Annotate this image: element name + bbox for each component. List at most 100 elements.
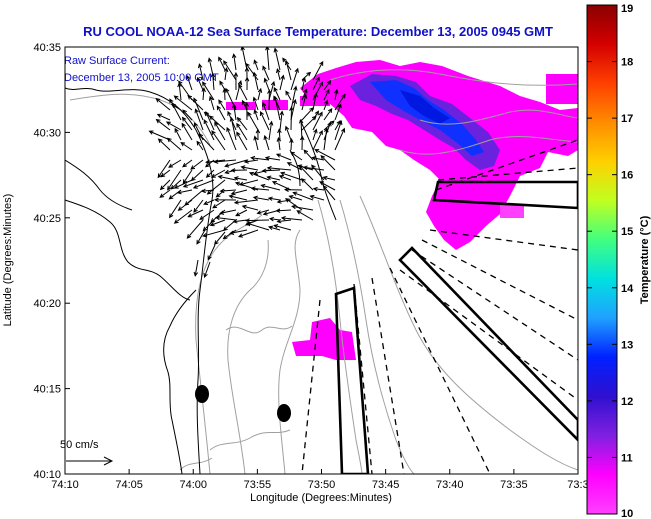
current-vector: [167, 169, 182, 191]
current-vector: [273, 95, 281, 121]
current-vector: [190, 169, 204, 182]
y-tick-label: 40:35: [33, 42, 61, 54]
current-vector: [206, 179, 226, 195]
current-vector: [169, 98, 182, 121]
current-vector: [169, 199, 182, 219]
current-vector: [166, 137, 182, 151]
y-axis-ticks: 40:35 40:30 40:25 40:20 40:15 40:10: [33, 42, 70, 481]
current-vector: [205, 110, 215, 131]
colorbar-tick-label: 19: [621, 3, 633, 15]
current-vector: [277, 128, 282, 141]
current-vector: [246, 222, 270, 231]
current-vector: [280, 215, 303, 221]
current-vector: [222, 229, 237, 240]
current-vector: [244, 218, 270, 223]
colorbar-tick-label: 13: [621, 339, 633, 351]
current-vector: [290, 67, 299, 91]
current-vector: [173, 95, 193, 111]
current-vector: [210, 72, 216, 91]
current-vector: [173, 179, 193, 189]
current-vector: [323, 127, 329, 151]
current-label-line2: December 13, 2005 10:00 GMT: [64, 72, 219, 84]
current-vector: [312, 186, 325, 192]
colorbar-label: Temperature (°C): [639, 215, 651, 304]
current-vector: [181, 116, 193, 131]
scale-arrow-icon: [66, 456, 114, 466]
x-tick-label: 74:10: [51, 479, 79, 491]
current-vector: [259, 110, 270, 131]
sst-cool-patches: [350, 74, 500, 170]
current-vector: [214, 121, 226, 141]
current-vector: [203, 199, 215, 206]
current-vector: [208, 115, 226, 131]
colorbar-tick-label: 17: [621, 113, 633, 125]
x-axis-label: Longitude (Degrees:Minutes): [250, 492, 392, 504]
current-vector: [214, 231, 226, 246]
current-vector: [245, 62, 259, 81]
current-vector: [267, 88, 272, 111]
current-vector: [224, 159, 248, 168]
colorbar-tick-label: 12: [621, 396, 633, 408]
current-vector: [301, 93, 308, 111]
current-vector: [205, 169, 215, 178]
current-vector: [250, 155, 270, 161]
current-vector: [292, 191, 314, 201]
current-vector: [230, 189, 248, 196]
y-tick-label: 40:15: [33, 384, 61, 396]
current-vector: [211, 130, 226, 151]
current-vector: [241, 99, 248, 111]
current-vector: [160, 169, 171, 178]
current-vector: [257, 87, 263, 101]
colorbar-fill: [586, 4, 618, 515]
x-tick-label: 73:3: [567, 479, 588, 491]
current-vector: [334, 93, 346, 111]
current-vector: [240, 165, 259, 171]
station-marker-east: [277, 404, 291, 422]
current-vector: [265, 47, 270, 71]
y-tick-label: 40:10: [33, 469, 61, 481]
current-vector: [157, 159, 171, 179]
current-vector: [193, 259, 199, 277]
current-vector: [203, 261, 211, 279]
current-vector: [210, 169, 226, 178]
current-vector: [312, 81, 323, 101]
current-vector: [216, 105, 226, 121]
current-vector: [196, 229, 206, 245]
x-tick-label: 73:50: [308, 479, 336, 491]
current-vector: [156, 113, 171, 121]
current-vector: [233, 71, 239, 91]
scale-label: 50 cm/s: [60, 439, 99, 451]
current-vector: [148, 130, 171, 141]
current-vector: [322, 175, 336, 181]
current-vector: [228, 194, 248, 201]
current-vector: [267, 196, 281, 201]
current-vector: [284, 198, 303, 211]
current-vector: [273, 47, 281, 71]
current-vector: [196, 140, 204, 151]
current-vector: [190, 159, 204, 170]
current-vector: [284, 60, 292, 81]
current-vector: [198, 133, 215, 151]
current-vector: [181, 122, 193, 141]
current-vector: [201, 87, 206, 101]
current-vector: [312, 92, 318, 111]
colorbar-tick-label: 11: [621, 452, 633, 464]
current-vector: [301, 88, 308, 101]
current-vector: [219, 188, 237, 194]
current-vector: [279, 110, 284, 131]
current-vector: [233, 176, 248, 181]
current-vector: [219, 209, 237, 215]
current-vector: [182, 159, 193, 168]
current-vector: [289, 106, 294, 131]
current-vector: [193, 199, 204, 213]
current-vector: [197, 63, 204, 81]
current-vector: [262, 65, 270, 81]
current-vector: [312, 60, 324, 81]
depth-contours: [69, 69, 578, 474]
current-vector: [268, 120, 274, 141]
current-vector: [303, 149, 314, 161]
current-vector: [252, 96, 259, 111]
current-vector: [210, 209, 226, 223]
current-vector: [199, 209, 215, 221]
current-vector: [252, 195, 270, 201]
